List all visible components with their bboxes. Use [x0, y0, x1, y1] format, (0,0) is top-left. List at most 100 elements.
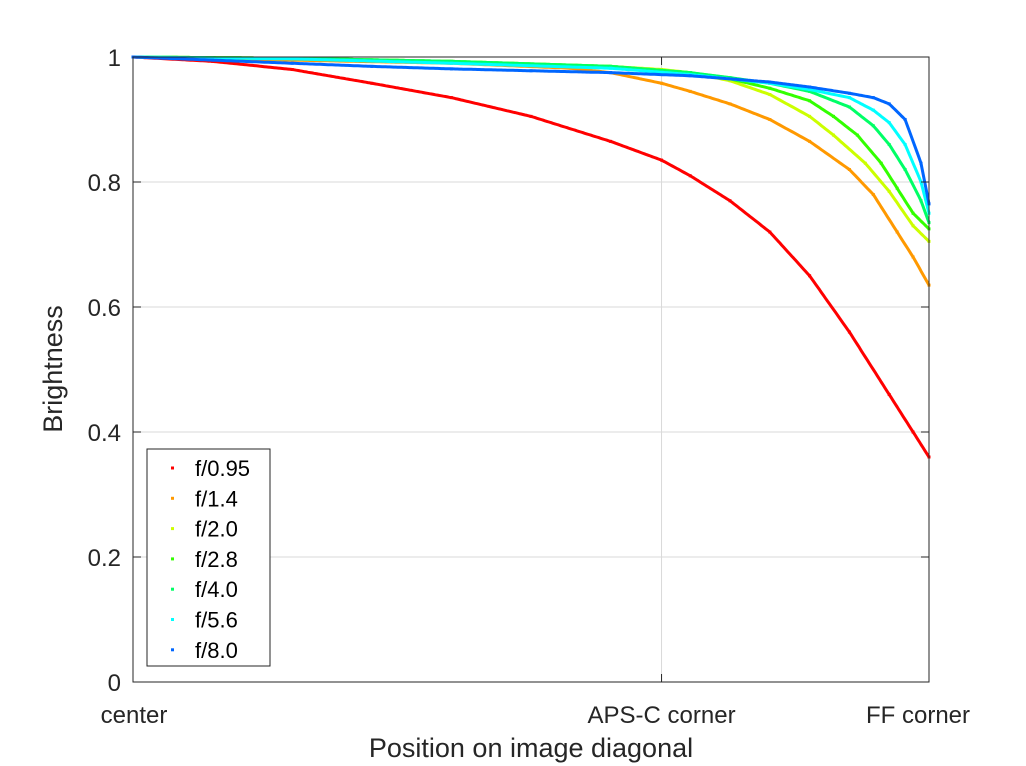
data-point [688, 71, 692, 75]
data-point [660, 158, 664, 162]
y-tick-label: 1 [108, 45, 121, 72]
data-point [808, 99, 812, 103]
data-point [911, 224, 915, 228]
data-point [871, 108, 875, 112]
data-point [290, 68, 294, 71]
x-tick-label: FF corner [866, 702, 970, 729]
data-point [895, 230, 899, 234]
data-point [911, 430, 915, 434]
data-point [847, 105, 851, 109]
y-tick-label: 0.4 [88, 420, 121, 447]
legend-marker [171, 587, 174, 591]
data-point [768, 230, 772, 234]
data-point [609, 71, 613, 75]
legend-marker [171, 557, 174, 561]
data-point [768, 86, 772, 90]
x-axis-ticks: center APS-C corner FF corner [101, 57, 970, 729]
data-point [728, 79, 732, 83]
data-point [808, 139, 812, 143]
data-point [895, 186, 899, 190]
legend-marker [171, 527, 174, 531]
y-axis-ticks: 0 0.2 0.4 0.6 0.8 1 [88, 45, 929, 697]
data-point [879, 161, 883, 165]
data-point [808, 274, 812, 278]
data-point [871, 193, 875, 196]
data-point [290, 61, 294, 65]
data-point [847, 91, 851, 95]
data-point [449, 61, 453, 65]
data-point [808, 85, 812, 89]
data-point [728, 102, 732, 106]
series-trace [133, 55, 931, 214]
data-point [688, 74, 692, 78]
data-point [529, 69, 533, 73]
x-axis-title: Position on image diagonal [369, 733, 693, 763]
legend-marker [171, 466, 174, 470]
data-point [847, 96, 851, 100]
data-point [863, 161, 867, 165]
data-point [370, 81, 374, 85]
data-point [871, 96, 875, 100]
legend-box [146, 448, 271, 667]
data-point [919, 161, 923, 165]
data-point [529, 114, 533, 118]
data-point [211, 58, 215, 62]
data-point [887, 102, 891, 106]
legend-label: f/5.6 [195, 608, 238, 633]
data-point [887, 121, 891, 125]
data-point [831, 114, 835, 118]
legend-label: f/2.8 [195, 547, 238, 572]
data-point [449, 67, 453, 71]
legend-label: f/2.0 [195, 517, 238, 542]
data-point [449, 59, 453, 63]
plot-frame [132, 56, 930, 683]
data-point [370, 64, 374, 68]
data-point [808, 88, 812, 91]
data-point [808, 89, 812, 93]
legend-marker [171, 618, 174, 621]
data-point [919, 199, 923, 203]
data-point [609, 64, 613, 68]
data-point [911, 211, 915, 215]
data-point [768, 118, 772, 121]
data-point [728, 199, 732, 203]
data-point [660, 81, 664, 85]
data-point [887, 189, 891, 193]
legend: f/0.95 f/1.4 f/2.0 f/2.8 f/4.0 f/5.6 f/8.0 [146, 448, 271, 667]
data-point [911, 255, 915, 259]
data-point [449, 96, 453, 100]
data-point [847, 168, 851, 171]
y-tick-label: 0.2 [88, 545, 121, 572]
legend-label: f/8.0 [195, 638, 238, 663]
legend-marker [171, 648, 174, 652]
data-point [871, 124, 875, 128]
data-point [887, 143, 891, 146]
data-point [831, 133, 835, 137]
data-series [131, 55, 931, 459]
data-point [847, 330, 851, 334]
legend-label: f/4.0 [195, 577, 238, 602]
data-point [768, 80, 772, 84]
y-tick-label: 0 [108, 670, 121, 697]
data-point [903, 143, 907, 146]
y-tick-label: 0.6 [88, 295, 121, 322]
data-point [688, 89, 692, 93]
legend-marker [171, 496, 174, 500]
x-tick-label: APS-C corner [588, 702, 736, 729]
data-point [903, 118, 907, 121]
data-point [290, 57, 294, 61]
legend-label: f/1.4 [195, 486, 238, 511]
legend-label: f/0.95 [195, 456, 250, 481]
data-point [903, 168, 907, 171]
x-tick-label: center [101, 702, 168, 729]
data-point [609, 66, 613, 70]
data-point [768, 93, 772, 96]
data-point [855, 133, 859, 137]
data-point [808, 114, 812, 118]
y-tick-label: 0.8 [88, 170, 121, 197]
data-point [688, 174, 692, 178]
data-point [609, 139, 613, 143]
y-axis-title: Brightness [38, 305, 68, 433]
data-point [887, 393, 891, 396]
